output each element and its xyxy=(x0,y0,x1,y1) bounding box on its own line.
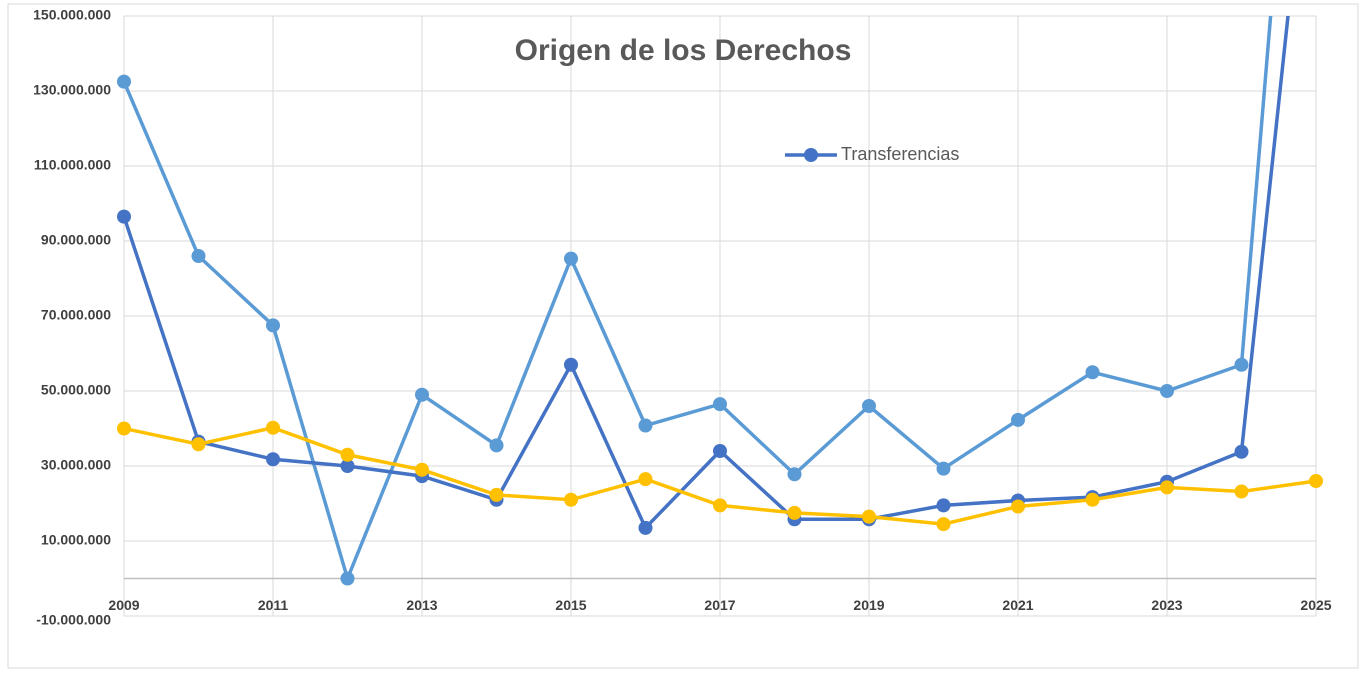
data-point xyxy=(266,318,280,333)
data-point xyxy=(1011,499,1025,514)
y-tick-label: 50.000.000 xyxy=(41,382,111,398)
data-point xyxy=(117,209,131,224)
data-point xyxy=(713,397,727,412)
x-tick-label: 2019 xyxy=(853,597,884,613)
data-point xyxy=(1234,357,1249,372)
data-point xyxy=(638,520,653,535)
data-point xyxy=(638,418,653,433)
data-point xyxy=(415,462,429,477)
data-point xyxy=(1085,365,1100,380)
y-tick-label: 110.000.000 xyxy=(34,157,111,173)
chart-title: Origen de los Derechos xyxy=(515,34,852,67)
data-point xyxy=(266,452,280,467)
y-tick-label: 30.000.000 xyxy=(41,457,111,473)
y-tick-label: 150.000.000 xyxy=(33,7,111,23)
y-tick-label: 10.000.000 xyxy=(41,532,111,548)
y-tick-label: 90.000.000 xyxy=(41,232,111,248)
data-point xyxy=(564,492,578,507)
data-point xyxy=(713,444,727,458)
x-tick-label: 2011 xyxy=(258,597,289,613)
x-tick-label: 2025 xyxy=(1300,597,1331,613)
data-point xyxy=(1309,474,1323,488)
x-tick-label: 2013 xyxy=(406,597,437,613)
data-point xyxy=(1234,444,1249,459)
x-tick-label: 2017 xyxy=(704,597,735,613)
data-point xyxy=(1234,484,1249,499)
data-point xyxy=(415,387,429,402)
y-tick-label: 130.000.000 xyxy=(33,82,111,98)
data-point xyxy=(787,467,802,482)
y-tick-label: 70.000.000 xyxy=(41,307,111,323)
data-point xyxy=(936,517,951,532)
x-tick-label: 2015 xyxy=(555,597,586,613)
data-point xyxy=(1011,412,1025,427)
data-point xyxy=(1160,480,1174,495)
legend-label: Transferencias xyxy=(841,144,959,164)
legend-marker xyxy=(804,148,818,162)
chart-border xyxy=(7,3,1359,669)
data-point xyxy=(340,571,355,586)
x-tick-label: 2023 xyxy=(1151,597,1182,613)
data-point xyxy=(340,447,355,462)
data-point xyxy=(266,420,280,435)
data-point xyxy=(713,498,727,513)
data-point xyxy=(638,472,653,487)
data-point xyxy=(117,421,131,436)
data-point xyxy=(862,509,876,524)
data-point xyxy=(787,505,802,520)
data-point xyxy=(489,487,504,502)
data-point xyxy=(862,399,876,413)
data-point xyxy=(1160,384,1174,398)
data-point xyxy=(1085,492,1100,507)
data-point xyxy=(340,459,355,473)
data-point xyxy=(117,74,131,89)
x-tick-label: 2021 xyxy=(1002,597,1033,613)
data-point xyxy=(564,357,578,372)
data-point xyxy=(564,251,578,266)
data-point xyxy=(936,461,951,476)
y-tick-label: -10.000.000 xyxy=(36,612,111,628)
data-point xyxy=(191,437,206,452)
x-tick-label: 2009 xyxy=(108,597,139,613)
data-point xyxy=(191,249,206,263)
data-point xyxy=(489,438,504,453)
data-point xyxy=(936,498,951,513)
